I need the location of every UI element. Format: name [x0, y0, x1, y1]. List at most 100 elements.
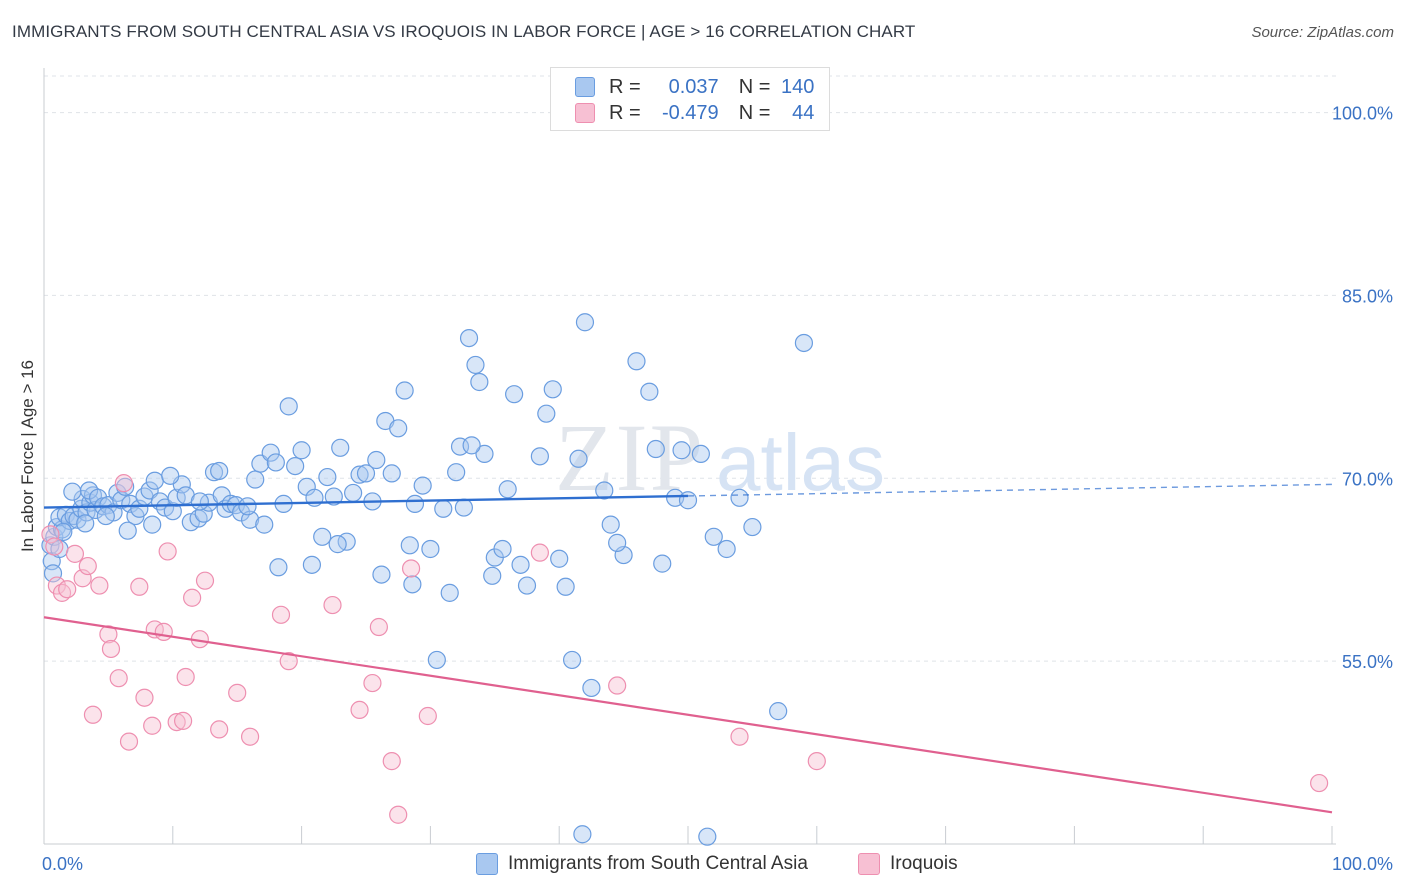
point-immigrants [454, 498, 473, 517]
point-iroquois [130, 577, 149, 596]
point-immigrants [582, 678, 601, 698]
point-immigrants [640, 382, 659, 401]
source-credit: Source: ZipAtlas.com [1251, 24, 1394, 41]
point-immigrants [601, 515, 620, 534]
point-immigrants [269, 558, 288, 577]
legend-n-label: N = [738, 75, 771, 98]
point-immigrants [475, 444, 494, 464]
legend-n-label: N = [738, 101, 771, 124]
point-immigrants [367, 450, 386, 470]
y-tick-label: 85.0% [1342, 286, 1393, 306]
point-iroquois [530, 543, 549, 562]
point-immigrants [145, 471, 164, 490]
point-iroquois [58, 580, 77, 599]
point-immigrants [246, 470, 265, 489]
point-iroquois [119, 732, 139, 751]
point-iroquois [369, 617, 388, 637]
bottom-legend-immigrants: Immigrants from South Central Asia [476, 852, 808, 876]
point-immigrants [240, 510, 260, 529]
point-immigrants [292, 441, 311, 460]
point-immigrants [238, 497, 257, 516]
point-immigrants [400, 536, 419, 555]
point-immigrants [356, 464, 376, 483]
point-immigrants [550, 549, 569, 568]
point-iroquois [210, 720, 229, 739]
y-tick-label: 55.0% [1342, 652, 1393, 672]
point-immigrants [63, 482, 82, 501]
point-immigrants [730, 488, 749, 507]
point-immigrants [161, 466, 180, 485]
point-immigrants [324, 487, 343, 506]
point-immigrants [493, 539, 512, 559]
point-immigrants [313, 527, 332, 546]
point-immigrants [573, 825, 592, 844]
point-immigrants [646, 439, 665, 459]
y-tick-label: 100.0% [1332, 104, 1393, 124]
point-immigrants [537, 404, 556, 423]
correlation-legend: R = 0.037 N = 140 R = -0.479 N = 44 [550, 67, 830, 131]
axes [43, 68, 1336, 845]
point-immigrants [255, 515, 274, 534]
legend-n-value: 140 [781, 75, 815, 98]
point-immigrants [575, 313, 595, 332]
point-immigrants [595, 481, 614, 500]
point-iroquois [109, 669, 128, 688]
point-immigrants [413, 476, 432, 495]
series-iroquois-points [41, 474, 1329, 824]
point-iroquois [143, 716, 162, 735]
point-immigrants [556, 577, 575, 596]
point-iroquois [154, 622, 173, 641]
point-immigrants [691, 444, 710, 464]
point-immigrants [447, 463, 466, 482]
point-immigrants [403, 575, 422, 594]
trend-line-immigrants [43, 494, 689, 509]
point-iroquois [65, 544, 85, 563]
point-iroquois [382, 752, 401, 771]
point-immigrants [653, 554, 672, 573]
point-immigrants [543, 380, 562, 399]
legend-r-label: R = [609, 75, 641, 98]
point-immigrants [210, 461, 229, 481]
point-immigrants [344, 483, 363, 503]
point-iroquois [99, 625, 118, 644]
trend-line-iroquois [43, 616, 1333, 814]
point-iroquois [78, 556, 97, 576]
x-tick-label: 100.0% [1332, 854, 1393, 874]
point-immigrants [569, 449, 588, 468]
point-immigrants [279, 397, 298, 416]
trend-line-immigrants-extrapolated [687, 483, 1333, 497]
legend-row-immigrants: R = 0.037 N = 140 [575, 75, 814, 99]
point-immigrants [427, 650, 446, 670]
point-immigrants [459, 328, 479, 348]
point-iroquois [183, 588, 202, 607]
point-iroquois [228, 683, 247, 702]
point-immigrants [704, 527, 723, 546]
point-immigrants [372, 565, 391, 584]
point-immigrants [328, 535, 347, 554]
point-immigrants [562, 650, 582, 670]
point-iroquois [279, 652, 298, 671]
point-iroquois [83, 705, 103, 724]
point-immigrants [698, 827, 717, 846]
legend-swatch-immigrants [575, 77, 595, 97]
series-immigrants-points [41, 313, 814, 846]
point-iroquois [350, 700, 369, 720]
point-immigrants [717, 539, 736, 559]
bottom-legend-swatch-immigrants [476, 853, 498, 875]
point-iroquois [807, 752, 826, 771]
point-immigrants [440, 583, 459, 602]
point-immigrants [261, 443, 280, 462]
point-iroquois [174, 711, 193, 730]
point-immigrants [76, 514, 95, 533]
point-immigrants [405, 494, 425, 513]
point-immigrants [462, 436, 481, 455]
bottom-legend-iroquois: Iroquois [858, 852, 958, 876]
point-iroquois [271, 605, 291, 624]
chart-title: IMMIGRANTS FROM SOUTH CENTRAL ASIA VS IR… [12, 22, 916, 41]
legend-row-iroquois: R = -0.479 N = 44 [575, 101, 814, 125]
legend-swatch-iroquois [575, 103, 595, 123]
point-iroquois [363, 673, 382, 693]
legend-n-value: 44 [792, 101, 815, 124]
point-immigrants [163, 502, 182, 521]
point-immigrants [190, 492, 209, 511]
